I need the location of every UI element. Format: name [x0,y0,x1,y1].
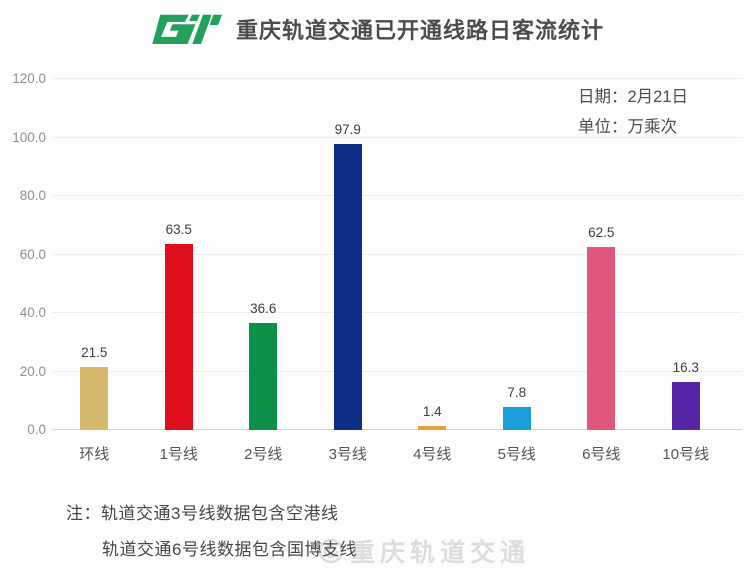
y-tick-label: 0.0 [27,422,46,437]
x-tick-label: 10号线 [662,446,710,463]
x-tick-label: 2号线 [244,446,283,463]
bar-10号线 [671,382,700,430]
x-axis-line [52,429,742,430]
bar-1号线 [164,244,193,430]
bar-2号线 [249,322,278,430]
gridline [52,253,742,255]
watermark-text: 重庆轨道交通 [350,539,531,567]
bar-value-label: 16.3 [672,360,699,376]
bars-layer: 21.5 环线 63.5 1号线 36.6 2号线 97.9 3号线 1.4 4号线 7.8 5号线 6… [52,79,729,463]
date-label: 日期：2月21日 [578,88,689,106]
y-tick-label: 60.0 [19,246,46,262]
plot-area: 21.5 环线 63.5 1号线 36.6 2号线 97.9 3号线 1.4 4号线 7.8 5号线 6… [52,78,742,463]
chart-meta: 日期：2月21日 单位：万乘次 [578,82,688,142]
x-tick-label: 1号线 [159,446,198,463]
bar-value-label: 63.5 [165,222,192,238]
x-tick-label: 4号线 [413,446,452,463]
bar-slot: 63.5 1号线 [137,79,222,463]
bar-value-label: 7.8 [507,385,527,401]
y-tick-label: 80.0 [19,188,46,203]
y-tick-label: 100.0 [12,129,46,145]
x-tick-label: 环线 [79,446,110,463]
x-tick-label: 6号线 [582,446,621,463]
footnote-line-2: 轨道交通6号线数据包含国博支线 [102,540,357,559]
header: 重庆轨道交通已开通线路日客流统计 [0,6,750,52]
gridline [52,78,742,79]
bar-value-label: 62.5 [588,225,615,241]
bar-slot: 62.5 6号线 [559,79,644,463]
footnotes: 注：轨道交通3号线数据包含空港线 轨道交通6号线数据包含国博支线 [66,499,357,560]
y-axis-labels: 0.0 20.0 40.0 60.0 80.0 100.0 120.0 [0,0,46,500]
crt-logo [146,11,222,47]
page-title: 重庆轨道交通已开通线路日客流统计 [235,18,604,43]
bar-slot: 1.4 4号线 [390,79,475,463]
bar-slot: 21.5 环线 [52,79,137,463]
y-tick-label: 20.0 [19,363,46,379]
x-tick-label: 3号线 [328,446,367,463]
bar-slot: 16.3 10号线 [644,79,729,463]
bar-value-label: 36.6 [250,300,277,316]
bar-slot: 7.8 5号线 [475,79,560,463]
bar-slot: 36.6 2号线 [221,79,306,463]
y-tick-label: 40.0 [19,305,46,320]
bar-chart: 0.0 20.0 40.0 60.0 80.0 100.0 120.0 21.5 环线 63.5… [0,0,742,500]
x-tick-label: 5号线 [497,446,536,463]
gridline [52,312,742,313]
unit-label: 单位：万乘次 [578,118,677,136]
y-tick-label: 120.0 [12,71,46,86]
bar-4号线 [418,425,447,430]
bar-环线 [80,367,109,430]
gridline [52,136,742,138]
bar-5号线 [502,407,531,430]
gridline [52,370,742,372]
bar-value-label: 1.4 [422,403,442,419]
bar-value-label: 21.5 [81,345,108,361]
bar-value-label: 97.9 [334,121,361,137]
bar-slot: 97.9 3号线 [306,79,391,463]
gridline [52,195,742,196]
bar-3号线 [333,143,362,430]
bar-6号线 [587,247,616,430]
footnote-line-1: 注：轨道交通3号线数据包含空港线 [66,504,339,523]
